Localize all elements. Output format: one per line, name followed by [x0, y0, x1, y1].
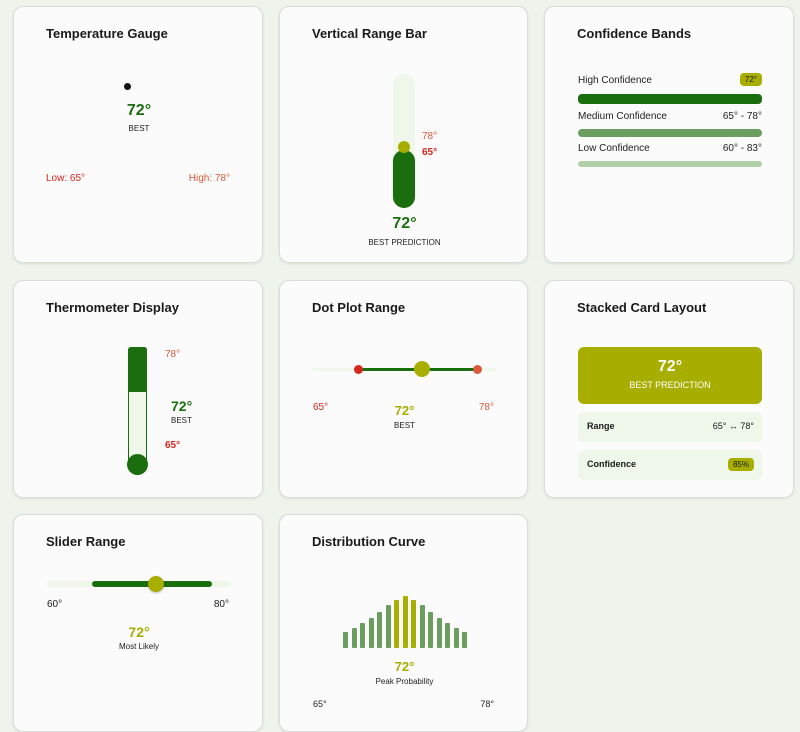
dot-plot-value-label: BEST	[394, 421, 415, 430]
distribution-high-label: 78°	[480, 699, 494, 709]
distribution-low-label: 65°	[313, 699, 327, 709]
distribution-curve-card: Distribution Curve 72° Peak Probability …	[279, 514, 528, 732]
distribution-bar	[351, 628, 357, 648]
card-title: Thermometer Display	[46, 300, 179, 315]
range-low-label: 65°	[422, 147, 438, 158]
dot-plot-value: 72°	[394, 403, 415, 418]
stacked-prediction-value: 72°	[657, 358, 683, 375]
band-value-badge: 72°	[739, 73, 762, 86]
distribution-bar	[419, 605, 425, 648]
dot-plot-range-card: Dot Plot Range 65° 72° BEST 78°	[279, 280, 528, 498]
stacked-confidence-label: Confidence	[587, 459, 637, 469]
distribution-bars	[343, 596, 467, 648]
card-title: Stacked Card Layout	[577, 300, 707, 315]
slider-value: 72°	[128, 624, 150, 640]
stacked-confidence-row: Confidence 85%	[578, 450, 762, 480]
distribution-bar	[411, 600, 416, 648]
distribution-bar	[462, 632, 467, 648]
distribution-bar	[385, 605, 391, 648]
card-title: Vertical Range Bar	[312, 26, 427, 41]
stacked-range-row: Range 65° ↔ 78°	[578, 412, 762, 442]
card-title: Dot Plot Range	[312, 300, 406, 315]
band-label: Low Confidence	[578, 143, 650, 154]
thermometer-value-label: BEST	[171, 416, 192, 425]
thermometer-bulb	[127, 454, 148, 475]
stacked-prediction-label: BEST PREDICTION	[629, 380, 711, 390]
thermometer-display-card: Thermometer Display 78° 72° BEST 65°	[13, 280, 263, 498]
range-high-label: 78°	[422, 131, 438, 142]
band-bar-low	[578, 161, 762, 167]
range-value-label: BEST PREDICTION	[368, 238, 441, 247]
thermometer-low-label: 65°	[165, 440, 181, 451]
band-row-medium: Medium Confidence 65° - 78°	[578, 111, 762, 122]
confidence-bands-card: Confidence Bands High Confidence 72° Med…	[544, 6, 794, 263]
distribution-bar	[436, 618, 442, 648]
band-bar-medium	[578, 129, 762, 137]
dot-plot-high-label: 78°	[478, 402, 494, 413]
band-value: 60° - 83°	[722, 143, 762, 154]
thermometer-value: 72°	[171, 398, 193, 414]
distribution-bar	[377, 612, 382, 648]
band-row-low: Low Confidence 60° - 83°	[578, 143, 762, 154]
slider-value-label: Most Likely	[118, 642, 159, 651]
card-title: Temperature Gauge	[46, 26, 168, 41]
distribution-bar	[445, 623, 450, 648]
distribution-value-label: Peak Probability	[375, 677, 434, 686]
band-bar-high	[578, 94, 762, 104]
thermometer-high-label: 78°	[165, 349, 181, 360]
temperature-gauge-card: Temperature Gauge 72° BEST Low: 65° High…	[13, 6, 263, 263]
dot-plot-high-dot	[473, 365, 482, 374]
gauge-value-label: BEST	[128, 124, 150, 133]
gauge-high-label: High: 78°	[188, 173, 230, 184]
band-label: High Confidence	[578, 75, 652, 86]
thermometer-fill	[128, 347, 147, 392]
card-title: Confidence Bands	[577, 26, 692, 41]
slider-handle[interactable]	[148, 576, 164, 592]
card-title: Slider Range	[46, 534, 126, 549]
slider-min-label: 60°	[47, 599, 63, 610]
distribution-bar	[402, 596, 408, 648]
distribution-bar	[394, 600, 399, 648]
stacked-card-layout-card: Stacked Card Layout 72° BEST PREDICTION …	[544, 280, 794, 498]
distribution-bar	[360, 623, 365, 648]
range-fill	[393, 150, 415, 208]
slider-range-card: Slider Range 60° 80° 72° Most Likely	[13, 514, 263, 732]
gauge-needle-dot	[124, 83, 131, 90]
stacked-confidence-badge: 85%	[727, 458, 754, 471]
distribution-bar	[453, 628, 459, 648]
stacked-prediction-panel: 72° BEST PREDICTION	[578, 347, 762, 404]
slider-max-label: 80°	[213, 599, 229, 610]
card-title: Distribution Curve	[312, 534, 426, 549]
band-value: 65° - 78°	[722, 111, 762, 122]
vertical-range-bar-card: Vertical Range Bar 78° 65° 72° BEST PRED…	[279, 6, 528, 263]
distribution-value: 72°	[394, 659, 415, 674]
range-value: 72°	[392, 215, 417, 232]
range-marker	[398, 141, 410, 153]
stacked-range-value: 65° ↔ 78°	[712, 421, 754, 431]
gauge-low-label: Low: 65°	[46, 173, 86, 184]
stacked-range-label: Range	[587, 421, 615, 431]
band-row-high: High Confidence 72°	[578, 73, 762, 86]
distribution-bar	[368, 618, 374, 648]
distribution-bar	[343, 632, 348, 648]
dot-plot-low-dot	[354, 365, 363, 374]
gauge-value: 72°	[126, 102, 152, 119]
band-label: Medium Confidence	[578, 111, 667, 122]
dot-plot-low-label: 65°	[313, 402, 329, 413]
dot-plot-value-dot	[414, 361, 430, 377]
distribution-bar	[428, 612, 433, 648]
